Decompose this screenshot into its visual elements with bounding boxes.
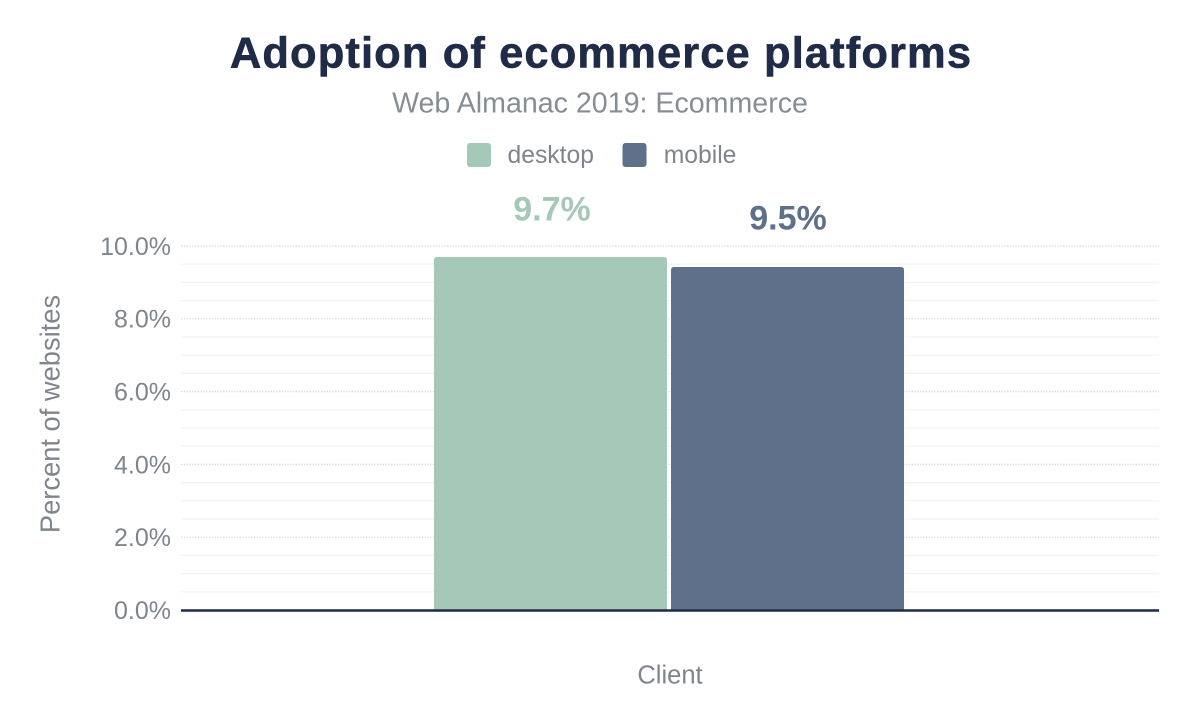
svg-text:Web Almanac 2019: Ecommerce: Web Almanac 2019: Ecommerce: [392, 88, 808, 120]
svg-text:9.5%: 9.5%: [749, 200, 827, 238]
svg-text:6.0%: 6.0%: [114, 379, 171, 407]
svg-text:mobile: mobile: [664, 142, 737, 169]
svg-text:Client: Client: [637, 661, 702, 689]
svg-text:0.0%: 0.0%: [114, 597, 171, 625]
svg-text:2.0%: 2.0%: [114, 524, 171, 552]
svg-text:10.0%: 10.0%: [100, 233, 171, 261]
svg-text:Percent of websites: Percent of websites: [35, 295, 66, 533]
svg-text:9.7%: 9.7%: [513, 191, 591, 229]
svg-text:Adoption of ecommerce platform: Adoption of ecommerce platforms: [230, 30, 972, 78]
svg-text:desktop: desktop: [508, 142, 594, 169]
svg-text:4.0%: 4.0%: [114, 451, 171, 479]
svg-text:8.0%: 8.0%: [114, 306, 171, 334]
